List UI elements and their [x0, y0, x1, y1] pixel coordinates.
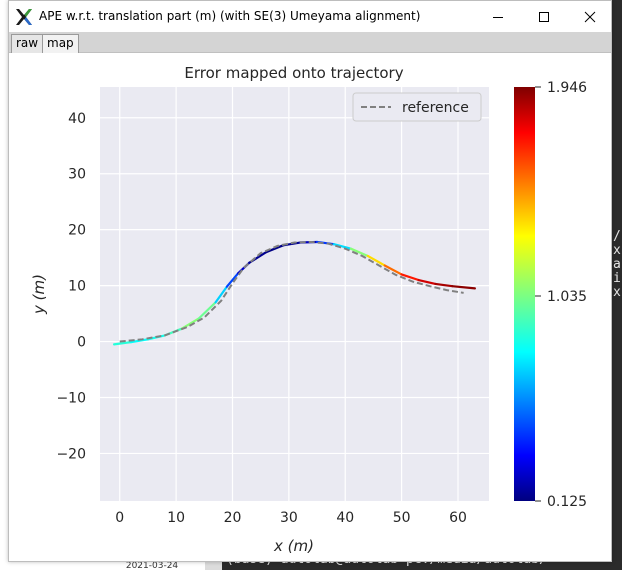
- terminal-char: x: [613, 285, 621, 300]
- terminal-side-text: / x a i x: [613, 230, 622, 300]
- trajectory-segment: [112, 341, 133, 346]
- legend-box: [352, 92, 482, 122]
- x-tick-label: 40: [336, 510, 354, 526]
- colorbar-mid-label: 1.035: [547, 289, 587, 305]
- window-title: APE w.r.t. translation part (m) (with SE…: [39, 9, 421, 23]
- terminal-char: a: [613, 257, 621, 272]
- trajectory-segment: [366, 254, 386, 267]
- trajectory-segment: [451, 285, 477, 290]
- colorbar-gradient: [514, 87, 535, 501]
- plot-window: APE w.r.t. translation part (m) (with SE…: [8, 0, 612, 562]
- y-tick-label: 40: [68, 111, 86, 127]
- tab-map[interactable]: map: [42, 34, 79, 53]
- taskbar-date: 2021-03-24: [125, 562, 179, 570]
- terminal-char: /: [613, 230, 621, 244]
- trajectory-segment: [214, 285, 228, 304]
- legend: reference: [352, 92, 482, 122]
- chart-title: Error mapped onto trajectory: [184, 64, 403, 82]
- trajectory-segment: [265, 244, 285, 254]
- trajectory-segment: [332, 243, 352, 250]
- y-tick-label: 30: [68, 167, 86, 183]
- reference-line: [119, 240, 464, 343]
- maximize-button[interactable]: [521, 1, 567, 32]
- trajectory-segment: [434, 282, 454, 288]
- close-button[interactable]: [567, 1, 613, 32]
- x-tick-label: 10: [167, 510, 185, 526]
- trajectory-segment: [400, 273, 420, 282]
- trajectory-lines: [112, 240, 477, 346]
- colorbar-max-label: 1.946: [547, 80, 587, 96]
- plot-canvas[interactable]: Error mapped onto trajectory 0 10 20 30 40 50…: [9, 53, 611, 561]
- x-tick-labels: 0 10 20 30 40 50 60: [115, 510, 467, 526]
- colorbar: 1.946 1.035 0.125: [514, 80, 587, 510]
- y-tick-label: −10: [56, 391, 86, 407]
- trajectory-segment: [349, 247, 369, 258]
- x-tick-label: 60: [449, 510, 467, 526]
- trajectory-segment: [225, 272, 240, 288]
- terminal-char: x: [613, 243, 621, 258]
- terminal-window-edge: [612, 0, 622, 570]
- legend-reference-label: reference: [402, 100, 469, 116]
- minimize-icon: [493, 16, 503, 18]
- y-tick-label: −20: [56, 446, 86, 462]
- y-axis-label: y (m): [30, 274, 48, 315]
- y-tick-labels: −20 −10 0 10 20 30 40: [56, 111, 86, 463]
- app-x-icon: [16, 9, 32, 25]
- trajectory-segment: [197, 301, 217, 320]
- tab-bar: raw map: [9, 32, 611, 53]
- x-axis-label: x (m): [273, 537, 314, 555]
- x-tick-label: 20: [224, 510, 242, 526]
- x-tick-label: 0: [115, 510, 124, 526]
- trajectory-segment: [129, 338, 150, 344]
- colorbar-min-label: 0.125: [547, 494, 587, 510]
- y-tick-label: 10: [68, 279, 86, 295]
- tab-raw[interactable]: raw: [11, 34, 44, 53]
- maximize-icon: [539, 11, 549, 22]
- minimize-button[interactable]: [475, 1, 521, 32]
- y-tick-label: 0: [77, 335, 86, 351]
- window-titlebar[interactable]: APE w.r.t. translation part (m) (with SE…: [9, 1, 611, 32]
- y-tick-label: 20: [68, 223, 86, 239]
- close-icon: [584, 11, 596, 22]
- trajectory-segment: [417, 278, 437, 286]
- terminal-char: i: [613, 271, 621, 286]
- x-tick-label: 50: [393, 510, 411, 526]
- axes-background: [100, 87, 489, 501]
- trajectory-segment: [383, 264, 403, 276]
- x-tick-label: 30: [280, 510, 298, 526]
